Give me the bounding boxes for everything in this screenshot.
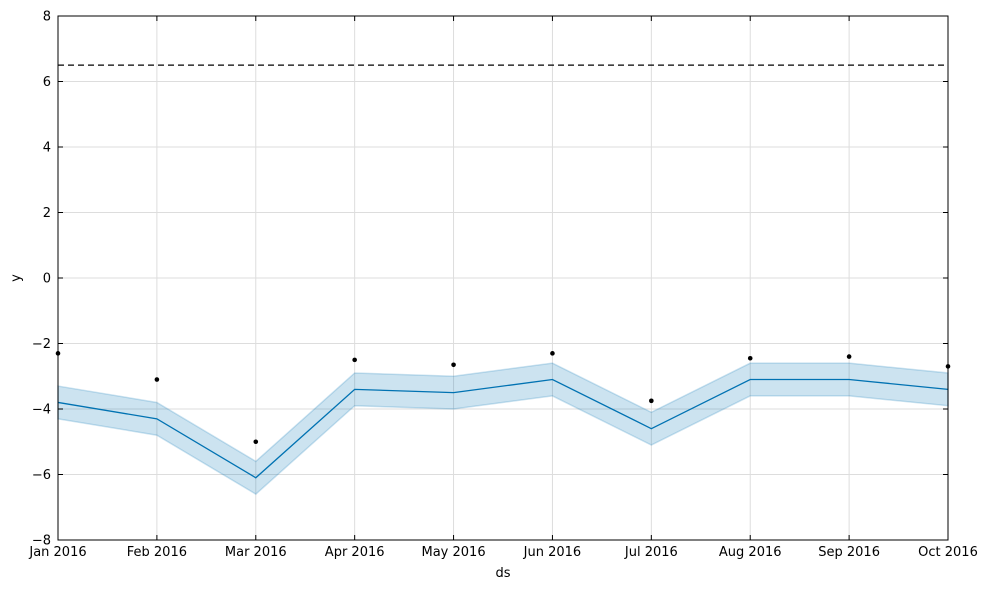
y-tick-labels: −8 −6 −4 −2 0 2 4 6 8: [32, 10, 51, 549]
y-tick-label: −8: [32, 534, 51, 549]
x-tick-label: Aug 2016: [719, 545, 782, 560]
x-tick-label: Jul 2016: [624, 545, 678, 560]
forecast-line-group: [57, 378, 949, 479]
x-tick-labels: Jan 2016 Feb 2016 Mar 2016 Apr 2016 May 2016…: [28, 545, 977, 560]
y-tick-label: 8: [43, 10, 51, 25]
x-axis-label: ds: [495, 566, 510, 581]
y-tick-label: 6: [43, 75, 51, 90]
axis-ticks: [57, 15, 949, 541]
observed-points: [55, 351, 951, 445]
observed-point: [154, 377, 160, 382]
observed-point: [846, 354, 852, 359]
y-tick-label: −6: [32, 468, 51, 483]
x-tick-label: Oct 2016: [918, 545, 978, 560]
x-tick-label: Sep 2016: [818, 545, 880, 560]
observed-point: [649, 398, 654, 404]
y-tick-label: −2: [32, 337, 51, 352]
y-tick-label: −4: [32, 403, 51, 418]
x-tick-label: Mar 2016: [225, 545, 287, 560]
y-tick-label: 2: [43, 206, 51, 221]
observed-point: [550, 351, 555, 356]
x-tick-label: Jun 2016: [523, 545, 582, 560]
observed-point: [747, 355, 753, 361]
y-axis-label: y: [9, 274, 24, 282]
y-tick-label: 4: [43, 141, 51, 156]
observed-point: [253, 439, 259, 445]
x-tick-label: May 2016: [422, 545, 486, 560]
x-tick-label: Jan 2016: [28, 545, 86, 560]
observed-point: [451, 362, 456, 368]
grid: [57, 15, 949, 541]
forecast-line: [57, 378, 949, 479]
y-tick-label: 0: [43, 272, 51, 287]
x-tick-label: Apr 2016: [325, 545, 385, 560]
observed-point: [352, 357, 357, 363]
x-tick-label: Feb 2016: [127, 545, 187, 560]
